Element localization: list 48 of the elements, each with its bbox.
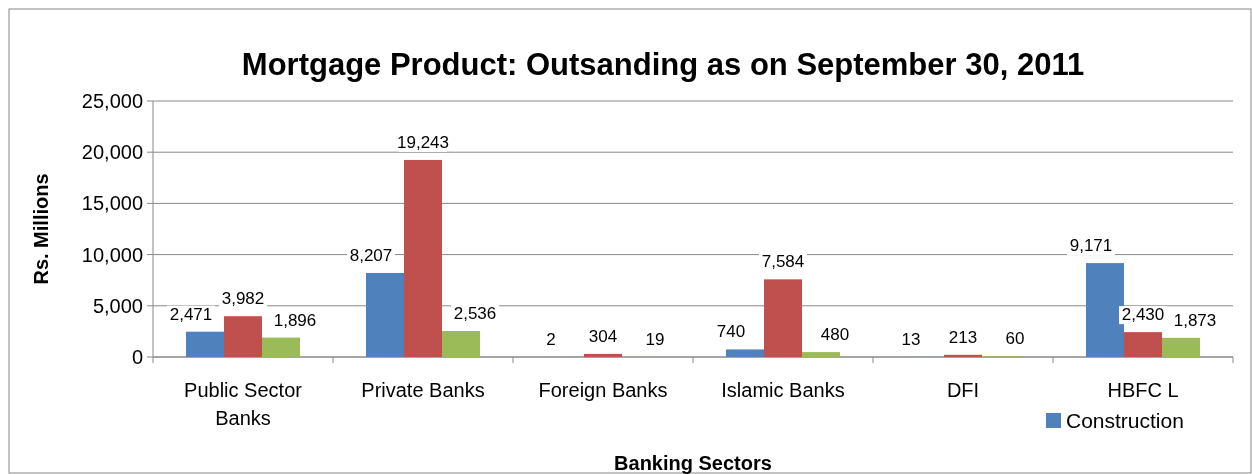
y-axis-title: Rs. Millions [30,173,52,285]
data-label: 740 [716,322,746,342]
data-label: 19,243 [397,132,449,152]
x-tick-label: HBFC L [1107,379,1179,401]
data-label: 9,171 [1069,236,1113,256]
x-tick-label: Foreign Banks [538,379,668,401]
x-tick-label: DFI [946,379,980,401]
data-label: 19 [645,329,665,349]
bar [186,331,224,357]
y-tick-label: 15,000 [81,192,143,215]
bar [404,159,442,357]
x-tick-label: Public Sector Banks [184,379,303,429]
bar [764,279,802,357]
bar [726,349,764,357]
data-label: 1,896 [273,310,317,330]
bar [262,337,300,357]
bar [944,354,982,357]
data-label: 7,584 [761,252,805,272]
data-label: 3,982 [221,289,265,309]
data-label: 60 [1005,329,1025,349]
chart-title: Mortgage Product: Outsanding as on September 30, 2011 [241,47,1085,82]
data-label: 304 [588,326,618,346]
bar [442,331,480,357]
data-label: 2,536 [453,304,497,324]
bar [1124,332,1162,357]
legend-label: Construction [1066,409,1184,433]
data-label: 213 [948,327,978,347]
data-label: 8,207 [349,245,393,265]
y-tick-label: 10,000 [81,243,143,266]
x-tick-label: Private Banks [361,379,485,401]
y-tick-label: 0 [131,346,143,368]
data-label: 13 [901,329,921,349]
y-tick-label: 5,000 [92,294,143,317]
y-tick-label: 25,000 [81,90,143,112]
data-label: 2 [546,329,556,349]
bar [584,353,622,357]
bar [1086,263,1124,357]
data-label: 2,471 [169,304,213,324]
data-label: 1,873 [1173,310,1217,330]
bar [1162,337,1200,357]
data-label: 2,430 [1121,305,1165,325]
y-tick-label: 20,000 [81,141,143,164]
x-axis-title: Banking Sectors [614,452,772,474]
bar [802,352,840,357]
bar [366,272,404,357]
data-label: 480 [820,325,850,345]
bar [224,316,262,357]
x-tick-label: Islamic Banks [721,379,845,401]
